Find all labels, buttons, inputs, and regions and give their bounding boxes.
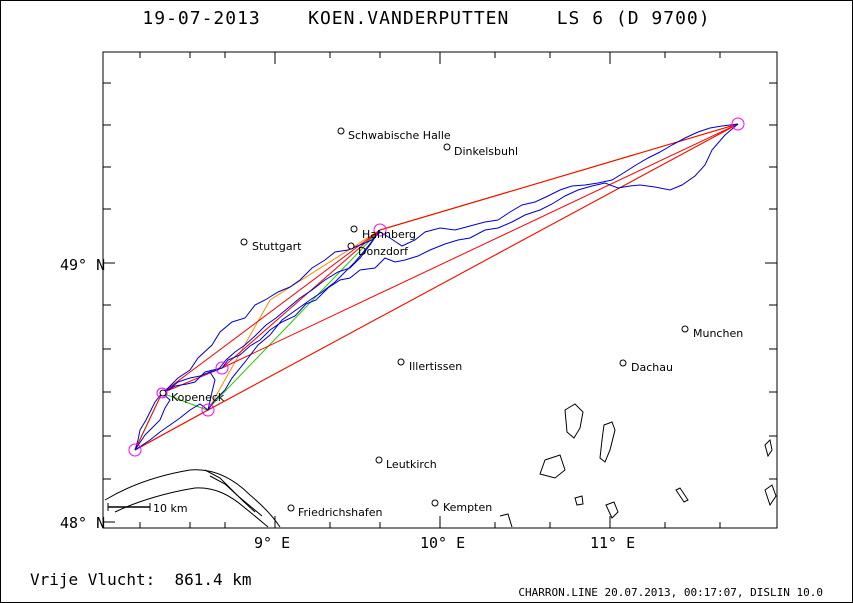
flight-date: 19-07-2013 xyxy=(142,8,261,29)
city-marker xyxy=(240,238,248,246)
turnpoints xyxy=(128,117,745,457)
city-marker xyxy=(397,358,405,366)
city-label: Munchen xyxy=(693,327,743,340)
lon-label-11: 11° E xyxy=(590,534,635,552)
lon-label-9: 9° E xyxy=(254,534,290,552)
scale-bar: 10 km xyxy=(107,502,188,515)
turnpoint-4 xyxy=(156,387,168,399)
lat-label-48: 48° N xyxy=(60,514,105,532)
scale-bar-label: 10 km xyxy=(153,502,188,515)
turnpoint-start xyxy=(128,443,142,457)
turnpoint-5 xyxy=(373,223,387,237)
city-label: Donzdorf xyxy=(358,245,409,258)
city-label: Illertissen xyxy=(409,360,462,373)
turnpoint-6 xyxy=(731,117,745,131)
lat-label-49: 49° N xyxy=(60,256,105,274)
city-label: Friedrichshafen xyxy=(298,506,383,519)
city-marker xyxy=(159,389,167,397)
city-label: Hahnberg xyxy=(362,228,416,241)
city-label: Kempten xyxy=(443,501,492,514)
map-border xyxy=(102,51,778,529)
lon-label-10: 10° E xyxy=(420,534,465,552)
city-marker xyxy=(350,225,358,233)
city-marker xyxy=(375,456,383,464)
free-flight-label: Vrije Vlucht: xyxy=(30,570,156,589)
city-marker xyxy=(347,242,355,250)
turnpoint-3 xyxy=(215,361,229,375)
city-label: Leutkirch xyxy=(386,458,437,471)
city-label: Dachau xyxy=(631,361,673,374)
city-marker xyxy=(619,359,627,367)
flight-track xyxy=(134,123,739,451)
software-info: CHARRON.LINE 20.07.2013, 00:17:07, DISLI… xyxy=(518,586,823,599)
city-marker xyxy=(431,499,439,507)
city-label: Dinkelsbuhl xyxy=(454,145,518,158)
task-lines xyxy=(134,123,739,451)
city-label: Stuttgart xyxy=(252,240,302,253)
city-marker xyxy=(443,143,451,151)
turnpoint-2 xyxy=(201,403,215,417)
city-marker xyxy=(287,504,295,512)
city-marker xyxy=(681,325,689,333)
city-marker xyxy=(337,127,345,135)
lake-outlines xyxy=(104,403,777,528)
city-markers: Schwabische Halle Dinkelsbuhl Stuttgart … xyxy=(159,127,743,519)
distance-value: 861.4 km xyxy=(174,570,252,589)
city-label: Kopeneck xyxy=(171,391,225,404)
glider-id: LS 6 (D 9700) xyxy=(556,8,711,29)
pilot-name: KOEN.VANDERPUTTEN xyxy=(308,8,510,29)
tick-marks xyxy=(103,52,777,528)
free-flight-distance: Vrije Vlucht: 861.4 km xyxy=(30,570,252,589)
city-label: Schwabische Halle xyxy=(348,129,451,142)
flight-title: 19-07-2013 KOEN.VANDERPUTTEN LS 6 (D 970… xyxy=(0,8,853,29)
